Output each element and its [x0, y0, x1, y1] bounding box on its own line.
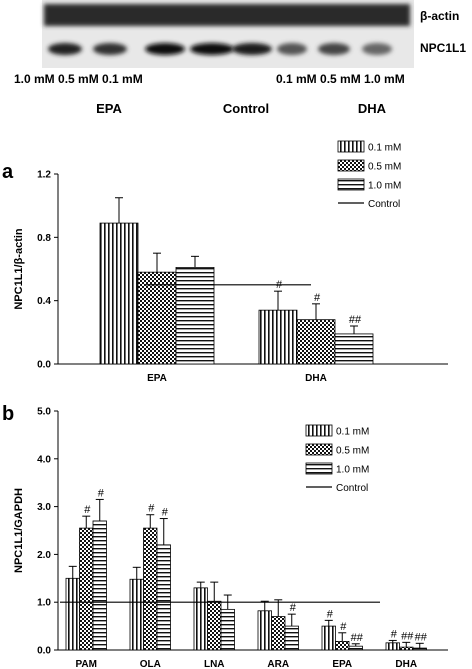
legend-label-control: Control — [336, 483, 368, 494]
blot-group-label-control: Control — [223, 101, 269, 116]
panel-letter-b: b — [2, 403, 14, 425]
y-axis-label: NPC1L1/GAPDH — [13, 488, 25, 573]
legend-swatch-1 — [305, 443, 333, 456]
y-axis-label: NPC1L1/β-actin — [13, 228, 25, 310]
x-tick-label-ola: OLA — [140, 659, 161, 669]
legend-swatch-1 — [337, 159, 365, 172]
blot-row-label-beta-actin: β-actin — [420, 9, 459, 23]
y-tick-label-3: 1.2 — [37, 170, 51, 181]
bar-dha-1 — [296, 319, 336, 365]
bar-dha-0 — [258, 309, 298, 365]
blot-lane-labels-right: 0.1 mM 0.5 mM 1.0 mM — [276, 72, 405, 86]
npc1l1-bands — [48, 43, 392, 55]
significance-epa-1: # — [340, 621, 347, 633]
bar-epa-2 — [175, 267, 215, 365]
y-tick-label-1: 1.0 — [37, 598, 51, 609]
bar-epa-1 — [137, 271, 177, 365]
x-tick-label-epa: EPA — [147, 373, 167, 384]
npc1l1-band-5 — [277, 43, 307, 55]
panel-letter-a: a — [2, 161, 14, 183]
legend-swatch-2 — [305, 462, 333, 475]
npc1l1-band-7 — [362, 43, 392, 55]
bar-dha-2 — [334, 333, 374, 365]
blot-row-label-npc1l1: NPC1L1 — [420, 41, 466, 55]
legend-swatch-0 — [337, 140, 365, 153]
y-tick-label-5: 5.0 — [37, 407, 51, 418]
npc1l1-band-1 — [93, 43, 127, 55]
x-tick-label-dha: DHA — [395, 659, 417, 669]
significance-ola-2: # — [162, 507, 169, 519]
bar-epa-0 — [99, 222, 139, 365]
x-tick-label-lna: LNA — [204, 659, 225, 669]
western-blot — [42, 0, 414, 68]
x-tick-label-dha: DHA — [305, 373, 327, 384]
npc1l1-band-6 — [318, 43, 350, 55]
blot-lane-labels-left: 1.0 mM 0.5 mM 0.1 mM — [14, 72, 143, 86]
bar-lna-0 — [193, 587, 208, 651]
legend-label-0: 0.1 mM — [336, 427, 369, 438]
significance-pam-1: # — [84, 504, 91, 516]
y-tick-label-0: 0.0 — [37, 360, 51, 371]
beta-actin-band-strip — [44, 4, 410, 26]
x-tick-label-ara: ARA — [267, 659, 289, 669]
y-tick-label-4: 4.0 — [37, 454, 51, 465]
npc1l1-band-4 — [232, 43, 272, 55]
bar-ola-0 — [129, 578, 144, 651]
npc1l1-band-3 — [190, 43, 234, 55]
bar-dha-1 — [399, 646, 414, 651]
legend-label-2: 1.0 mM — [336, 465, 369, 476]
x-tick-label-pam: PAM — [76, 659, 97, 669]
y-tick-label-2: 0.8 — [37, 233, 51, 244]
y-tick-label-0: 0.0 — [37, 646, 51, 657]
y-tick-label-2: 2.0 — [37, 550, 51, 561]
significance-dha-1: # — [314, 292, 321, 304]
significance-ola-1: # — [148, 503, 155, 515]
npc1l1-band-2 — [145, 43, 185, 55]
bar-pam-2 — [92, 520, 107, 651]
bar-epa-1 — [335, 640, 350, 651]
bar-ara-2 — [284, 625, 299, 651]
npc1l1-band-0 — [48, 43, 82, 55]
bar-ola-1 — [143, 527, 158, 651]
blot-group-label-dha: DHA — [358, 101, 387, 116]
bar-pam-0 — [65, 577, 80, 651]
legend-label-2: 1.0 mM — [368, 181, 401, 192]
legend-swatch-0 — [305, 424, 333, 437]
x-tick-label-epa: EPA — [332, 659, 352, 669]
significance-dha-1: ## — [401, 630, 414, 642]
significance-pam-2: # — [98, 487, 105, 499]
bar-ara-0 — [257, 610, 272, 651]
significance-epa-2: ## — [351, 632, 364, 644]
bar-ara-1 — [271, 616, 286, 651]
significance-ara-2: # — [290, 602, 297, 614]
y-tick-label-3: 3.0 — [37, 502, 51, 513]
bar-ola-2 — [156, 544, 171, 651]
bar-epa-0 — [321, 625, 336, 651]
legend-label-control: Control — [368, 199, 400, 210]
legend-label-1: 0.5 mM — [368, 162, 401, 173]
bar-lna-1 — [207, 600, 222, 651]
bar-pam-1 — [79, 527, 94, 651]
bar-dha-2 — [412, 647, 427, 651]
significance-dha-0: # — [391, 628, 398, 640]
y-tick-label-1: 0.4 — [37, 296, 51, 307]
bar-lna-2 — [220, 608, 235, 651]
chart-a: 0.00.40.81.2NPC1L1/β-actinEPA####DHA0.1 … — [13, 140, 448, 384]
bar-dha-0 — [385, 642, 400, 651]
significance-epa-0: # — [327, 608, 334, 620]
bar-epa-2 — [348, 645, 363, 651]
legend-swatch-2 — [337, 178, 365, 191]
significance-dha-2: ## — [349, 314, 362, 326]
legend-label-0: 0.1 mM — [368, 143, 401, 154]
legend-label-1: 0.5 mM — [336, 446, 369, 457]
blot-group-label-epa: EPA — [96, 101, 122, 116]
significance-dha-2: ## — [415, 631, 428, 643]
